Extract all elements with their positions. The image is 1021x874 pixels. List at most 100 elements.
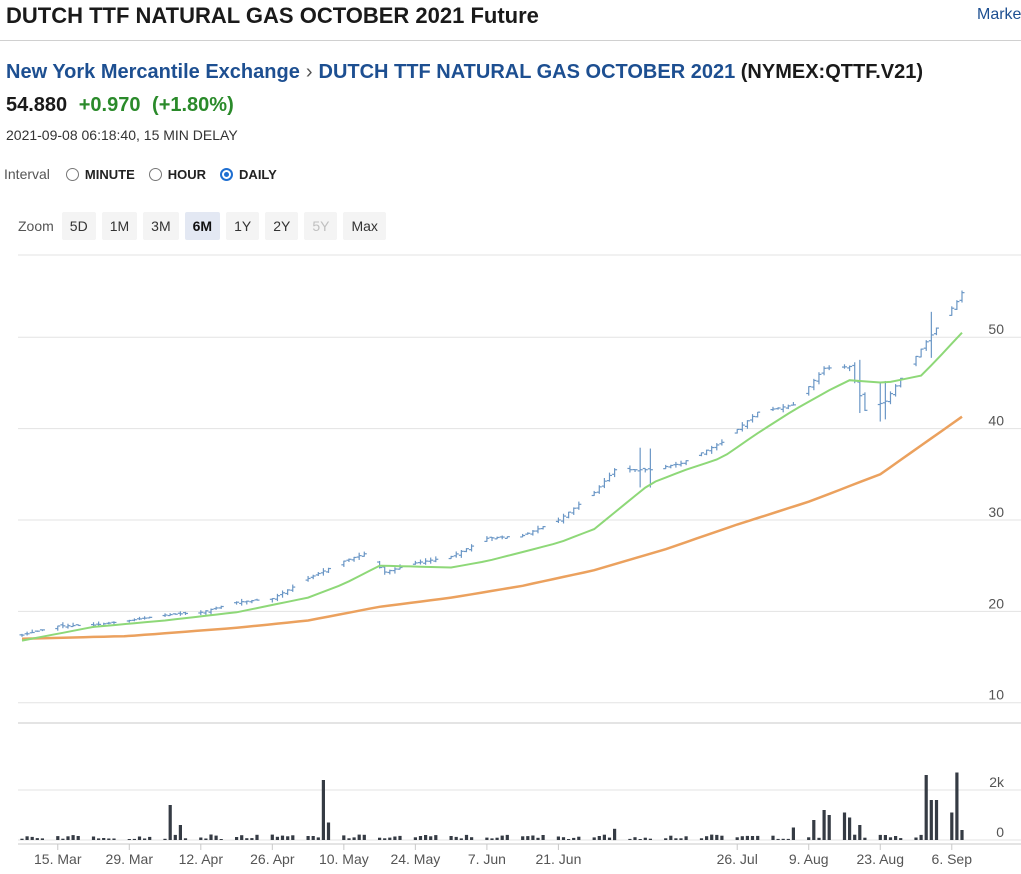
ohlc-bar bbox=[177, 611, 183, 616]
zoom-max-button[interactable]: Max bbox=[343, 212, 386, 240]
ohlc-bar bbox=[29, 629, 35, 634]
price-axis-labels: 10 20 30 40 50 bbox=[988, 321, 1004, 702]
ohlc-bar bbox=[755, 411, 761, 418]
contract-symbol: (NYMEX:QTTF.V21) bbox=[740, 61, 924, 83]
ohlc-bar bbox=[499, 535, 505, 540]
volume-bar bbox=[76, 836, 80, 840]
interval-daily-radio[interactable]: DAILY bbox=[220, 167, 277, 182]
quote-line: 54.880 +0.970 (+1.80%) bbox=[6, 94, 234, 117]
ohlc-bar bbox=[555, 517, 561, 523]
interval-minute-radio[interactable]: MINUTE bbox=[65, 166, 135, 182]
ohlc-bar bbox=[469, 544, 475, 552]
volume-bar bbox=[326, 822, 331, 840]
interval-hour-radio[interactable]: HOUR bbox=[148, 167, 206, 182]
ohlc-bar bbox=[249, 599, 255, 604]
ohlc-bar bbox=[576, 501, 582, 510]
volume-bar bbox=[61, 838, 65, 840]
volume-tick-label: 0 bbox=[996, 824, 1004, 840]
ohlc-bar bbox=[698, 452, 704, 457]
date-tick-label: 15. Mar bbox=[34, 851, 82, 867]
volume-bar bbox=[955, 772, 959, 840]
volume-bar bbox=[112, 838, 116, 840]
date-tick-label: 29. Mar bbox=[106, 851, 154, 867]
markets-link[interactable]: Marke bbox=[977, 6, 1021, 23]
volume-bar bbox=[740, 836, 744, 840]
volume-bar bbox=[214, 835, 218, 840]
ohlc-bar bbox=[392, 567, 398, 574]
ohlc-bar bbox=[39, 629, 45, 632]
zoom-3m-button[interactable]: 3M bbox=[143, 212, 179, 240]
ohlc-bar bbox=[290, 584, 296, 592]
price-change-percent: (+1.80%) bbox=[152, 94, 234, 116]
volume-bar bbox=[132, 838, 136, 840]
ohlc-bar bbox=[106, 621, 112, 625]
ohlc-bar bbox=[65, 623, 71, 629]
ohlc-bar bbox=[933, 327, 939, 336]
ohlc-bar bbox=[627, 465, 633, 473]
ohlc-bar bbox=[928, 311, 934, 358]
volume-bars bbox=[20, 772, 964, 841]
ohlc-bar bbox=[494, 536, 500, 540]
breadcrumb-separator: › bbox=[305, 61, 313, 83]
ohlc-bar bbox=[142, 616, 148, 620]
volume-bar bbox=[56, 836, 60, 840]
volume-bar bbox=[143, 838, 147, 840]
volume-bar bbox=[485, 837, 489, 840]
volume-bar bbox=[311, 836, 315, 840]
ohlc-bar bbox=[280, 590, 286, 598]
volume-bar bbox=[40, 838, 44, 840]
ohlc-bar bbox=[612, 468, 618, 478]
volume-tick-label: 2k bbox=[989, 774, 1005, 790]
volume-bar bbox=[894, 836, 898, 840]
volume-bar bbox=[127, 839, 131, 840]
zoom-6m-button[interactable]: 6M bbox=[184, 212, 221, 240]
date-tick-label: 23. Aug bbox=[857, 851, 905, 867]
ohlc-bar bbox=[417, 559, 423, 565]
volume-bar bbox=[536, 837, 540, 840]
ohlc-bar bbox=[520, 533, 526, 538]
ohlc-bar bbox=[60, 622, 66, 629]
ohlc-bar bbox=[320, 568, 326, 576]
volume-bar bbox=[638, 839, 642, 840]
ohlc-bar bbox=[913, 355, 919, 367]
ohlc-bar bbox=[412, 560, 418, 565]
volume-bar bbox=[756, 835, 760, 840]
volume-bar bbox=[888, 837, 893, 840]
ohlc-bar bbox=[806, 385, 812, 396]
ohlc-bar bbox=[601, 477, 607, 489]
breadcrumb-contract-link[interactable]: DUTCH TTF NATURAL GAS OCTOBER 2021 bbox=[318, 61, 736, 83]
price-change: +0.970 bbox=[78, 94, 141, 116]
volume-bar bbox=[183, 838, 188, 840]
volume-bar bbox=[168, 805, 172, 840]
volume-bar bbox=[286, 836, 290, 840]
date-tick-label: 26. Apr bbox=[250, 851, 295, 867]
zoom-5y-button[interactable]: 5Y bbox=[304, 212, 338, 240]
volume-bar bbox=[66, 836, 70, 840]
zoom-1y-button[interactable]: 1Y bbox=[226, 212, 260, 240]
zoom-1m-button[interactable]: 1M bbox=[101, 212, 138, 240]
ohlc-bar bbox=[673, 461, 679, 468]
radio-circle-icon[interactable] bbox=[148, 167, 162, 181]
radio-circle-icon[interactable] bbox=[65, 167, 79, 181]
ohlc-bar bbox=[147, 616, 153, 619]
ohlc-bar bbox=[596, 485, 602, 494]
zoom-5d-button[interactable]: 5D bbox=[61, 212, 96, 240]
volume-bar bbox=[429, 836, 433, 840]
ohlc-bar bbox=[285, 589, 291, 596]
radio-circle-icon[interactable] bbox=[220, 167, 234, 181]
ohlc-bar bbox=[566, 511, 572, 519]
ohlc-bar bbox=[785, 404, 791, 410]
breadcrumb-exchange-link[interactable]: New York Mercantile Exchange bbox=[6, 61, 300, 83]
interval-minute-label: MINUTE bbox=[84, 166, 135, 182]
zoom-2y-button[interactable]: 2Y bbox=[265, 212, 299, 240]
volume-bar bbox=[899, 838, 903, 840]
ohlc-bar bbox=[274, 593, 280, 602]
price-chart[interactable]: 10 20 30 40 50 0 2k 15. Mar 29. Mar 12. Apr 26. … bbox=[0, 250, 1021, 874]
volume-bar bbox=[321, 780, 325, 840]
ohlc-bar bbox=[530, 530, 536, 536]
volume-bar bbox=[521, 836, 525, 840]
volume-bar bbox=[454, 836, 458, 840]
interval-label: Interval bbox=[4, 166, 50, 182]
volume-bar bbox=[577, 836, 581, 840]
price-tick-label: 30 bbox=[988, 504, 1004, 520]
